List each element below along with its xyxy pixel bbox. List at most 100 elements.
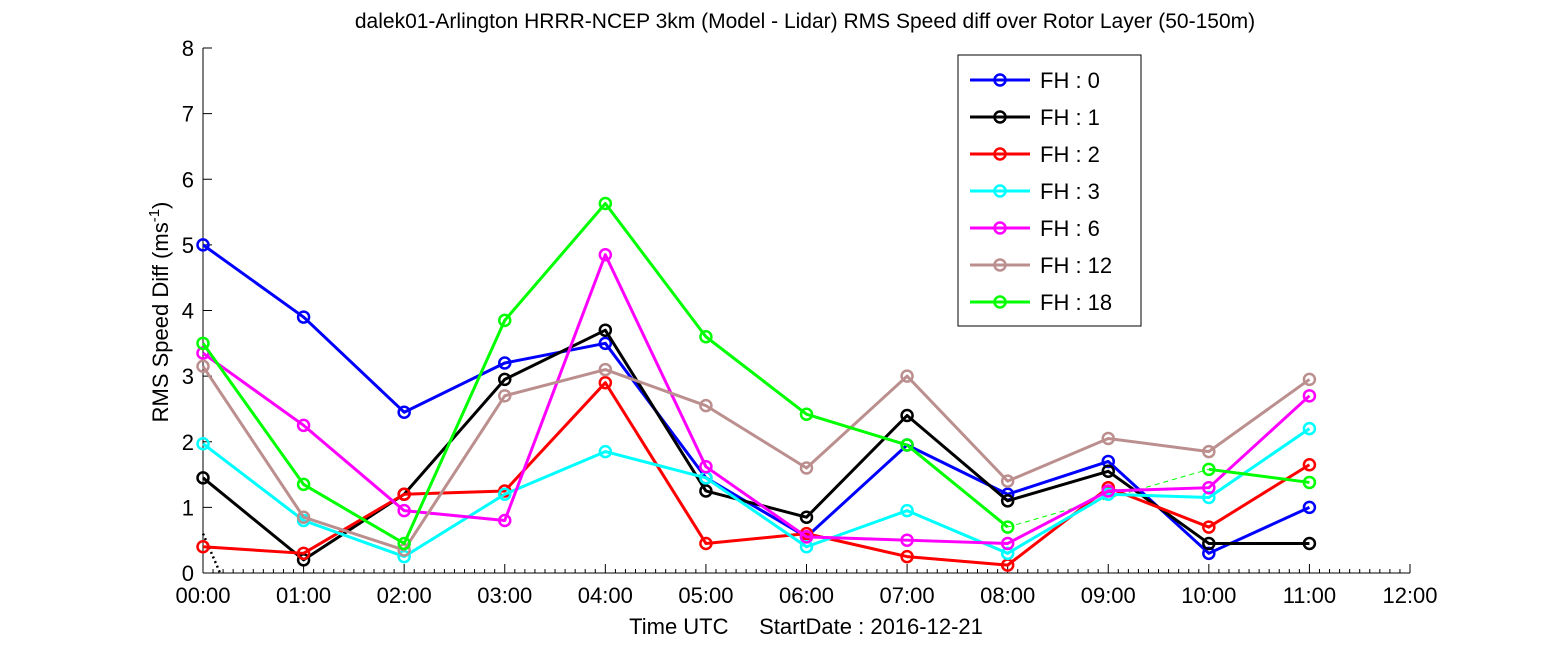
data-point: [397, 503, 411, 518]
data-point: [598, 444, 613, 459]
data-point: [1101, 431, 1115, 446]
legend-label: FH : 1: [1040, 105, 1100, 130]
data-point: [1000, 520, 1015, 534]
series-line: [1208, 467, 1310, 484]
y-tick-label: 2: [182, 430, 194, 455]
y-tick-label: 8: [182, 36, 194, 61]
data-point: [498, 487, 512, 501]
data-point: [1302, 536, 1317, 551]
x-tick-label: 07:00: [880, 583, 935, 608]
data-point: [799, 461, 814, 475]
x-tick-label: 11:00: [1283, 583, 1336, 608]
data-point: [196, 336, 210, 351]
data-point: [699, 484, 713, 498]
legend-label: FH : 2: [1040, 142, 1100, 167]
y-axis-label-close: ): [148, 202, 173, 209]
legend-swatch-marker: [993, 73, 1007, 87]
data-point: [1000, 536, 1015, 551]
data-point: [799, 407, 814, 421]
data-point: [498, 356, 512, 370]
x-tick-label: 00:00: [175, 583, 230, 608]
data-point: [1302, 389, 1317, 403]
data-point: [699, 536, 713, 551]
data-point: [799, 510, 814, 524]
data-point: [296, 418, 311, 433]
x-tick-label: 10:00: [1181, 583, 1236, 608]
data-point: [1302, 475, 1317, 490]
series-5: [196, 359, 1317, 557]
data-point: [1202, 480, 1216, 495]
data-point: [498, 513, 512, 528]
data-point: [598, 375, 613, 390]
data-point: [1202, 520, 1216, 534]
data-point: [1202, 536, 1216, 551]
legend-label: FH : 3: [1040, 179, 1100, 204]
legend-swatch-marker: [993, 147, 1007, 161]
x-tick-label: 09:00: [1081, 583, 1136, 608]
data-point: [900, 408, 914, 423]
data-point: [196, 238, 210, 252]
data-point: [598, 336, 613, 351]
data-point: [1101, 484, 1115, 498]
data-point: [799, 530, 814, 544]
data-point: [900, 549, 914, 564]
y-tick-label: 5: [182, 233, 194, 258]
legend-label: FH : 6: [1040, 216, 1100, 241]
series-line: [202, 328, 1310, 562]
data-point: [1302, 500, 1317, 515]
legend-label: FH : 0: [1040, 68, 1100, 93]
data-point: [397, 405, 411, 419]
data-point: [1000, 494, 1015, 508]
series-line: [201, 365, 1311, 552]
data-point: [1302, 372, 1317, 387]
data-point: [699, 398, 713, 413]
legend-swatch-marker: [993, 110, 1007, 124]
series-line: [201, 202, 1009, 545]
x-tick-label: 02:00: [377, 583, 432, 608]
data-point: [498, 389, 512, 403]
legend: FH : 0 FH : 1 FH : 2 FH : 3 FH : 6 FH : 12 FH …: [957, 54, 1142, 327]
data-point: [1302, 457, 1317, 472]
data-point: [1202, 444, 1216, 459]
y-tick-label: 7: [182, 102, 194, 127]
legend-swatch-marker: [993, 258, 1007, 272]
data-point: [397, 487, 411, 501]
y-tick-label: 6: [182, 167, 194, 192]
series-connector-dotted: [201, 533, 222, 574]
x-tick-label: 01:00: [276, 583, 331, 608]
data-point: [699, 330, 713, 344]
x-tick-label: 08:00: [980, 583, 1035, 608]
x-tick-label: 03:00: [477, 583, 532, 608]
series-layer: [196, 196, 1317, 574]
series-line: [202, 243, 1311, 555]
chart-title: dalek01-Arlington HRRR-NCEP 3km (Model -…: [355, 10, 1255, 33]
series-connector-dashed: [1007, 468, 1209, 528]
data-point: [900, 503, 914, 518]
data-point: [900, 369, 914, 383]
y-axis-label-text: RMS Speed Diff (ms: [148, 222, 173, 422]
legend-swatch-marker: [993, 221, 1007, 235]
data-point: [196, 359, 210, 374]
data-point: [1000, 474, 1015, 488]
y-tick-label: 4: [182, 299, 194, 324]
data-point: [1302, 421, 1317, 436]
data-point: [296, 310, 311, 324]
data-point: [598, 323, 613, 337]
data-point: [900, 533, 914, 547]
data-point: [498, 313, 512, 328]
legend-swatch-marker: [993, 295, 1007, 309]
y-axis-label: RMS Speed Diff (ms-1): [146, 202, 173, 423]
legend-swatch-marker: [993, 184, 1007, 198]
data-point: [598, 247, 613, 262]
legend-label: FH : 18: [1040, 290, 1112, 315]
data-point: [900, 438, 914, 452]
data-point: [196, 540, 210, 554]
data-point: [1202, 462, 1216, 477]
data-point: [196, 436, 210, 451]
series-6: [196, 196, 1317, 551]
axis-ticks: 0 1 2 3 4 5 6 7 8 00:00 01:00 02:00 03:00 04:00 05:00 0…: [175, 36, 1437, 608]
y-tick-label: 3: [182, 364, 194, 389]
data-point: [699, 459, 713, 474]
data-point: [1101, 464, 1115, 479]
